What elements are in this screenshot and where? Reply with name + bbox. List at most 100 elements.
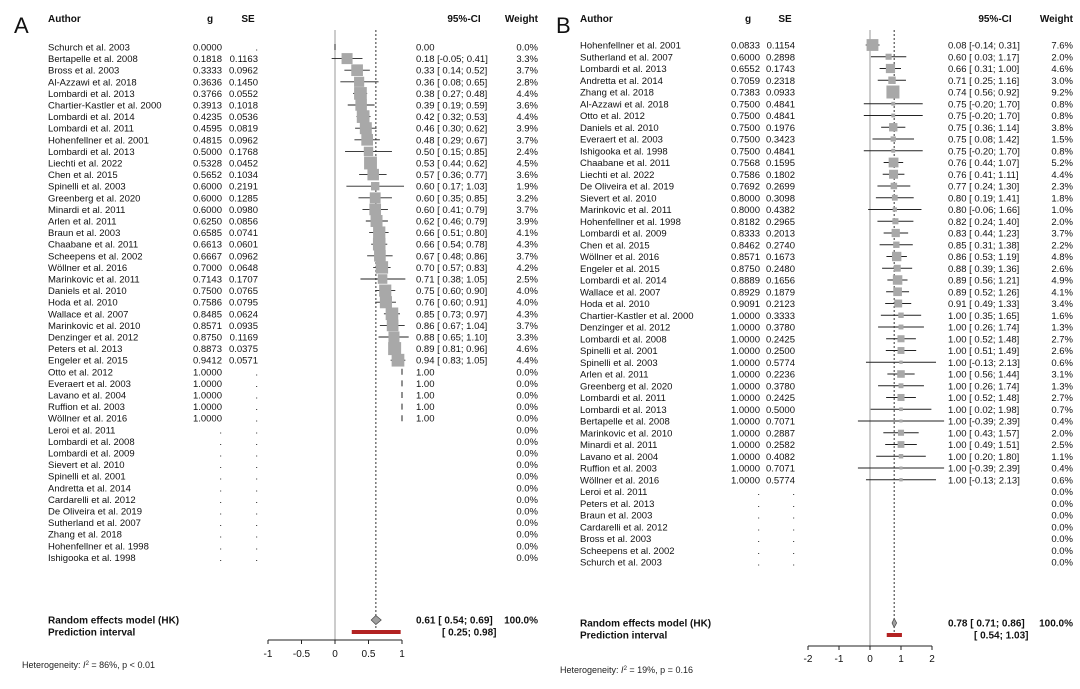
study-ci-text: 0.85 [ 0.31; 1.38] <box>948 240 1019 251</box>
study-weight-box <box>885 63 896 74</box>
study-author-label: Arlen et al. 2011 <box>580 370 648 381</box>
study-author-label: Spinelli et al. 2003 <box>48 182 126 193</box>
x-axis-tick-label: -1 <box>264 649 273 660</box>
study-ci-text: 0.46 [ 0.30; 0.62] <box>416 124 487 135</box>
study-se-value: 0.2887 <box>766 428 795 439</box>
study-author-label: Lombardi et al. 2014 <box>580 276 667 287</box>
study-se-value: 0.2013 <box>766 229 795 240</box>
study-ci-text: 0.38 [ 0.27; 0.48] <box>416 89 487 100</box>
study-weight-text: 0.7% <box>1051 405 1073 416</box>
study-se-value: . <box>792 487 795 498</box>
summary-label: Random effects model (HK) <box>580 619 711 630</box>
prediction-label: Prediction interval <box>48 628 135 639</box>
study-weight-text: 1.5% <box>1051 135 1073 146</box>
study-weight-box <box>891 228 900 238</box>
study-se-value: 0.0536 <box>229 112 258 123</box>
study-weight-text: 0.0% <box>516 553 538 564</box>
study-weight-text: 2.3% <box>1051 182 1073 193</box>
summary-diamond <box>370 615 382 625</box>
study-g-value: 1.0000 <box>731 405 760 416</box>
study-g-value: 0.7586 <box>731 170 760 181</box>
study-weight-text: 1.1% <box>1051 452 1073 463</box>
study-ci-text: 1.00 [ 0.20; 1.80] <box>948 452 1019 463</box>
study-g-value: 0.5328 <box>193 159 222 170</box>
header-author: Author <box>48 14 81 25</box>
study-se-value: 0.5000 <box>766 405 795 416</box>
study-se-value: . <box>255 449 258 460</box>
study-se-value: . <box>255 402 258 413</box>
study-weight-text: 2.4% <box>516 147 538 158</box>
study-author-label: Liechti et al. 2022 <box>48 159 122 170</box>
study-author-label: Lombardi et al. 2013 <box>48 147 135 158</box>
study-g-value: . <box>219 437 222 448</box>
study-author-label: Denzinger et al. 2012 <box>580 323 670 334</box>
study-se-value: 0.1743 <box>766 64 795 75</box>
study-se-value: 0.1595 <box>766 158 795 169</box>
study-weight-box <box>897 370 905 378</box>
study-author-label: Greenberg et al. 2020 <box>580 381 672 392</box>
study-ci-text: 1.00 <box>416 414 435 425</box>
study-g-value: 0.7500 <box>731 146 760 157</box>
x-axis-tick-label: -0.5 <box>293 649 311 660</box>
x-axis-tick-label: 0 <box>867 654 873 665</box>
study-weight-text: 3.7% <box>516 321 538 332</box>
study-g-value: 0.8571 <box>731 252 760 263</box>
study-ci-text: 0.33 [ 0.14; 0.52] <box>416 66 487 77</box>
study-g-value: 1.0000 <box>731 323 760 334</box>
study-ci-text: 0.62 [ 0.46; 0.79] <box>416 217 487 228</box>
study-se-value: 0.0962 <box>229 135 258 146</box>
study-g-value: 0.7500 <box>193 286 222 297</box>
study-se-value: 0.1154 <box>767 41 795 52</box>
study-weight-text: 0.0% <box>516 495 538 506</box>
heterogeneity-text: Heterogeneity: I2 = 86%, p < 0.01 <box>22 660 155 670</box>
study-g-value: 1.0000 <box>731 440 760 451</box>
x-axis-tick-label: 1 <box>399 649 405 660</box>
study-se-value: 0.1879 <box>766 287 795 298</box>
study-author-label: Bertapelle et al. 2008 <box>48 54 138 65</box>
study-author-label: De Oliveira et al. 2019 <box>580 182 674 193</box>
study-se-value: . <box>792 499 795 510</box>
study-se-value: . <box>255 367 258 378</box>
study-weight-text: 2.0% <box>1051 217 1073 228</box>
study-weight-text: 0.0% <box>516 472 538 483</box>
study-g-value: 1.0000 <box>731 417 760 428</box>
study-ci-text: 1.00 [ 0.35; 1.65] <box>948 311 1019 322</box>
study-g-value: 0.6000 <box>193 205 222 216</box>
study-weight-text: 4.6% <box>516 344 538 355</box>
prediction-interval-bar <box>351 630 401 634</box>
study-author-label: Minardi et al. 2011 <box>48 205 125 216</box>
study-se-value: . <box>255 43 258 54</box>
study-ci-text: 0.75 [ 0.08; 1.42] <box>948 135 1019 146</box>
study-weight-text: 3.2% <box>516 193 538 204</box>
study-se-value: 0.4841 <box>766 99 795 110</box>
study-ci-text: 0.66 [ 0.54; 0.78] <box>416 240 487 251</box>
study-author-label: Scheepens et al. 2002 <box>580 546 675 557</box>
study-ci-text: 1.00 [ 0.02; 1.98] <box>948 405 1019 416</box>
study-se-value: 0.3098 <box>766 193 795 204</box>
study-ci-text: 1.00 [-0.13; 2.13] <box>948 475 1020 486</box>
study-author-label: Bertapelle et al. 2008 <box>580 417 670 428</box>
study-weight-text: 5.2% <box>1051 158 1073 169</box>
study-ci-text: 1.00 [ 0.51; 1.49] <box>948 346 1019 357</box>
study-weight-text: 0.0% <box>516 460 538 471</box>
study-weight-text: 0.0% <box>516 367 538 378</box>
study-weight-box <box>899 478 903 482</box>
study-se-value: 0.1163 <box>230 54 258 65</box>
study-weight-text: 3.7% <box>516 66 538 77</box>
study-weight-text: 4.0% <box>516 298 538 309</box>
study-weight-text: 3.0% <box>1051 76 1073 87</box>
study-author-label: Ruffion et al. 2003 <box>580 464 657 475</box>
study-se-value: . <box>255 541 258 552</box>
study-author-label: Lombardi et al. 2011 <box>48 124 134 135</box>
study-se-value: 0.2898 <box>766 52 795 63</box>
study-weight-text: 0.8% <box>1051 99 1073 110</box>
study-se-value: . <box>792 522 795 533</box>
study-weight-box <box>375 261 389 274</box>
study-se-value: 0.1034 <box>229 170 258 181</box>
study-g-value: 0.8873 <box>193 344 222 355</box>
study-author-label: Chaabane et al. 2011 <box>48 240 138 251</box>
study-g-value: 1.0000 <box>193 367 222 378</box>
x-axis-tick-label: 0 <box>332 649 338 660</box>
study-weight-box <box>374 249 386 262</box>
x-axis-tick-label: 1 <box>898 654 904 665</box>
